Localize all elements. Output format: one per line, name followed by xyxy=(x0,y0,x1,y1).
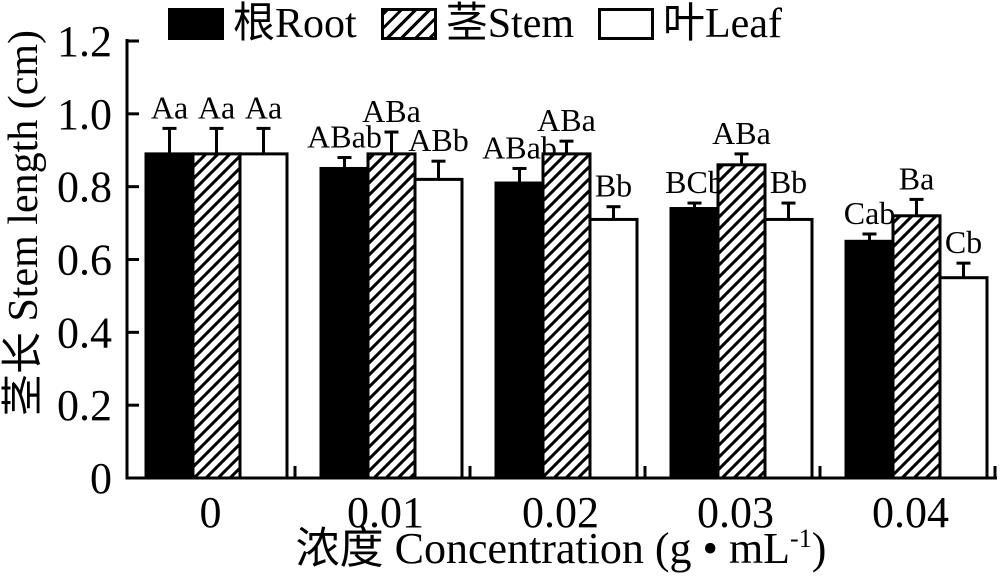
bar-stem-0 xyxy=(191,152,242,480)
x-tick-label-0: 0 xyxy=(200,488,222,537)
x-axis-title-superscript: -1 xyxy=(790,524,812,553)
y-tick-label-0.6: 0.6 xyxy=(57,236,112,285)
sig-label-root-0: Aa xyxy=(151,89,188,125)
stem-swatch-icon xyxy=(380,8,437,40)
legend-item-leaf: 叶Leaf xyxy=(598,1,782,47)
y-tick-label-0.2: 0.2 xyxy=(57,381,112,430)
legend: 根Root 茎Stem 叶Leaf xyxy=(168,0,782,48)
sig-label-stem-0.04: Ba xyxy=(899,160,935,196)
legend-item-stem: 茎Stem xyxy=(380,1,575,47)
legend-label-stem: 茎Stem xyxy=(445,1,575,47)
x-axis-title-close: ) xyxy=(811,524,827,573)
sig-label-stem-0.02: ABa xyxy=(537,102,596,138)
sig-label-stem-0: Aa xyxy=(198,89,235,125)
sig-label-leaf-0.02: Bb xyxy=(595,168,632,204)
sig-label-leaf-0: Aa xyxy=(245,89,282,125)
x-axis-title-text: 浓度 Concentration (g • mL xyxy=(295,524,791,573)
bar-stem-0.01 xyxy=(366,152,417,480)
bar-stem-0.04 xyxy=(891,214,942,480)
y-tick-label-0.4: 0.4 xyxy=(57,308,112,357)
x-tick-label-0.03: 0.03 xyxy=(697,488,774,537)
bar-root-0.04 xyxy=(844,239,895,480)
y-tick-label-0.8: 0.8 xyxy=(57,163,112,212)
sig-label-leaf-0.03: Bb xyxy=(770,164,807,200)
bar-leaf-0.04 xyxy=(938,276,989,480)
bar-root-0 xyxy=(144,152,195,480)
x-tick-label-0.04: 0.04 xyxy=(872,488,949,537)
bar-root-0.03 xyxy=(669,207,720,480)
legend-label-root: 根Root xyxy=(233,1,357,47)
root-swatch-icon xyxy=(168,8,224,40)
sig-label-leaf-0.01: ABb xyxy=(408,122,468,158)
legend-label-leaf: 叶Leaf xyxy=(663,1,782,47)
sig-label-root-0.03: BCb xyxy=(665,164,724,200)
sig-label-leaf-0.04: Cb xyxy=(945,224,982,260)
bar-stem-0.03 xyxy=(716,163,767,480)
sig-label-root-0.04: Cab xyxy=(844,195,896,231)
bar-leaf-0.01 xyxy=(413,177,464,480)
bar-leaf-0 xyxy=(238,152,289,480)
x-tick-label-0.02: 0.02 xyxy=(522,488,599,537)
x-axis-title: 浓度 Concentration (g • mL-1) xyxy=(128,524,994,574)
y-tick-label-0: 0 xyxy=(90,454,112,503)
bar-root-0.02 xyxy=(494,181,545,480)
legend-item-root: 根Root xyxy=(168,1,357,47)
y-tick-label-1.2: 1.2 xyxy=(57,17,112,66)
y-tick-label-1.0: 1.0 xyxy=(57,90,112,139)
sig-label-stem-0.03: ABa xyxy=(712,115,771,151)
bar-leaf-0.03 xyxy=(763,217,814,480)
leaf-swatch-icon xyxy=(598,8,655,40)
x-tick-label-0.01: 0.01 xyxy=(347,488,424,537)
sig-label-root-0.01: ABab xyxy=(307,119,382,155)
bar-root-0.01 xyxy=(319,166,370,480)
bar-leaf-0.02 xyxy=(588,217,639,480)
sig-label-stem-0.01: ABa xyxy=(362,93,421,129)
bar-stem-0.02 xyxy=(541,152,592,480)
